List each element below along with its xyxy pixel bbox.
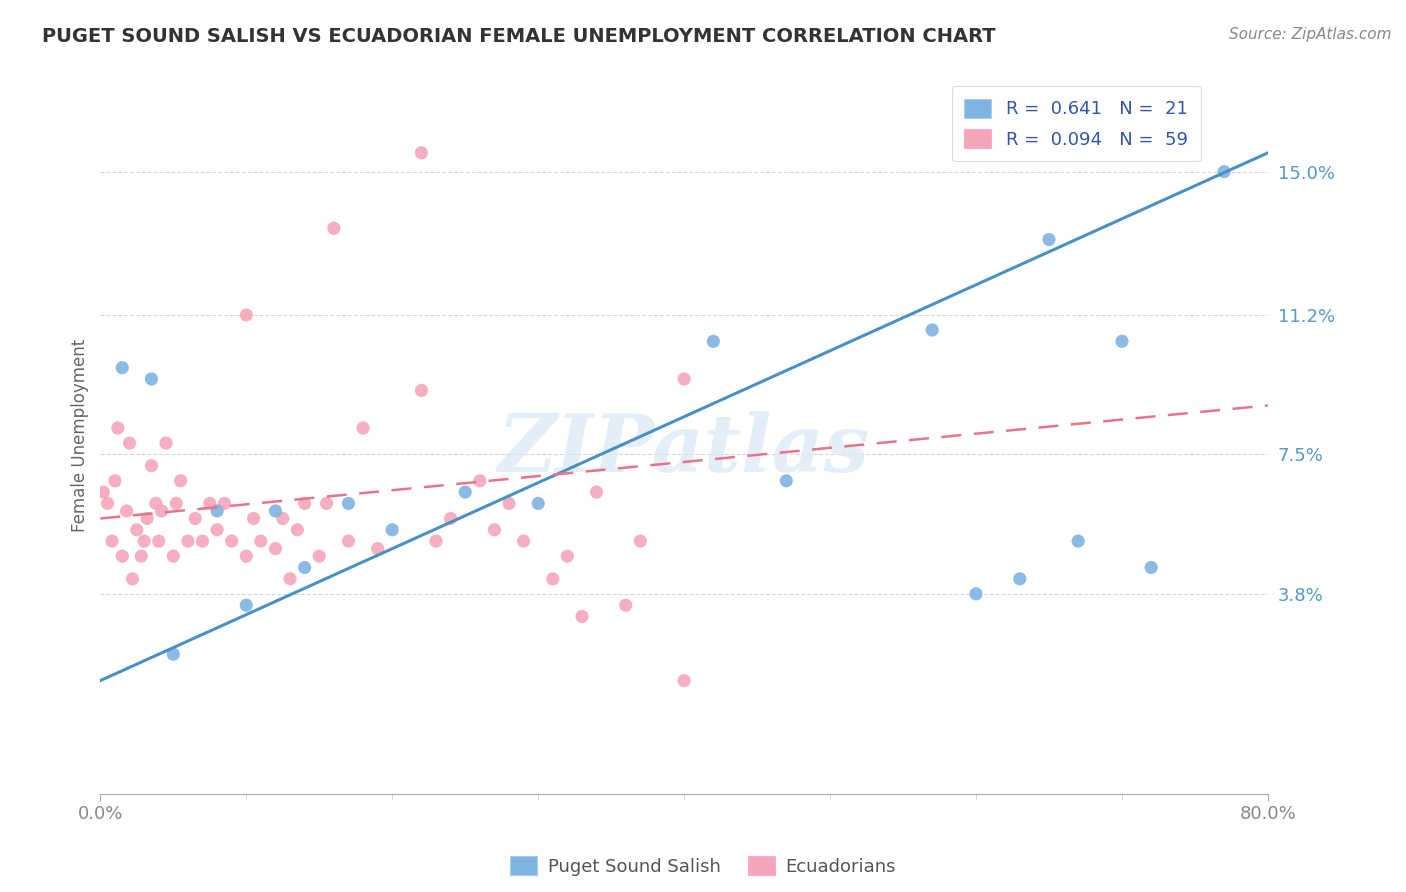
Point <box>337 534 360 549</box>
Point <box>165 496 187 510</box>
Point <box>104 474 127 488</box>
Point <box>121 572 143 586</box>
Point <box>439 511 461 525</box>
Point <box>381 523 404 537</box>
Legend: R =  0.641   N =  21, R =  0.094   N =  59: R = 0.641 N = 21, R = 0.094 N = 59 <box>952 87 1201 161</box>
Point <box>107 421 129 435</box>
Point <box>308 549 330 564</box>
Point <box>91 485 114 500</box>
Point <box>315 496 337 510</box>
Point <box>184 511 207 525</box>
Text: ZIPatlas: ZIPatlas <box>498 411 870 489</box>
Point <box>367 541 389 556</box>
Point <box>141 458 163 473</box>
Point <box>541 572 564 586</box>
Text: Source: ZipAtlas.com: Source: ZipAtlas.com <box>1229 27 1392 42</box>
Point <box>411 384 433 398</box>
Point <box>965 587 987 601</box>
Point <box>278 572 301 586</box>
Point <box>111 549 134 564</box>
Point <box>921 323 943 337</box>
Point <box>264 541 287 556</box>
Point <box>250 534 273 549</box>
Point <box>118 436 141 450</box>
Point <box>322 221 344 235</box>
Point <box>411 145 433 160</box>
Point <box>1213 164 1236 178</box>
Point <box>628 534 651 549</box>
Point <box>169 474 191 488</box>
Point <box>673 673 696 688</box>
Point <box>484 523 506 537</box>
Point <box>134 534 156 549</box>
Point <box>294 496 316 510</box>
Y-axis label: Female Unemployment: Female Unemployment <box>72 339 89 533</box>
Point <box>162 549 184 564</box>
Point <box>148 534 170 549</box>
Point <box>198 496 221 510</box>
Point <box>235 308 257 322</box>
Legend: Puget Sound Salish, Ecuadorians: Puget Sound Salish, Ecuadorians <box>502 849 904 883</box>
Point <box>162 647 184 661</box>
Point <box>111 360 134 375</box>
Point <box>191 534 214 549</box>
Point <box>101 534 124 549</box>
Point <box>97 496 120 510</box>
Point <box>775 474 797 488</box>
Point <box>177 534 200 549</box>
Point <box>235 549 257 564</box>
Point <box>557 549 579 564</box>
Point <box>468 474 491 488</box>
Point <box>425 534 447 549</box>
Point <box>150 504 173 518</box>
Point <box>129 549 152 564</box>
Point <box>1008 572 1031 586</box>
Text: PUGET SOUND SALISH VS ECUADORIAN FEMALE UNEMPLOYMENT CORRELATION CHART: PUGET SOUND SALISH VS ECUADORIAN FEMALE … <box>42 27 995 45</box>
Point <box>585 485 607 500</box>
Point <box>205 523 228 537</box>
Point <box>527 496 550 510</box>
Point <box>1038 233 1060 247</box>
Point <box>205 504 228 518</box>
Point <box>673 372 696 386</box>
Point <box>294 560 316 574</box>
Point <box>287 523 309 537</box>
Point <box>512 534 534 549</box>
Point <box>141 372 163 386</box>
Point <box>221 534 243 549</box>
Point <box>702 334 724 349</box>
Point <box>155 436 177 450</box>
Point <box>271 511 294 525</box>
Point <box>454 485 477 500</box>
Point <box>214 496 236 510</box>
Point <box>1140 560 1163 574</box>
Point <box>125 523 148 537</box>
Point <box>115 504 138 518</box>
Point <box>264 504 287 518</box>
Point <box>337 496 360 510</box>
Point <box>498 496 520 510</box>
Point <box>136 511 159 525</box>
Point <box>242 511 264 525</box>
Point <box>235 598 257 612</box>
Point <box>352 421 374 435</box>
Point <box>1111 334 1133 349</box>
Point <box>571 609 593 624</box>
Point <box>1067 534 1090 549</box>
Point <box>145 496 167 510</box>
Point <box>614 598 637 612</box>
